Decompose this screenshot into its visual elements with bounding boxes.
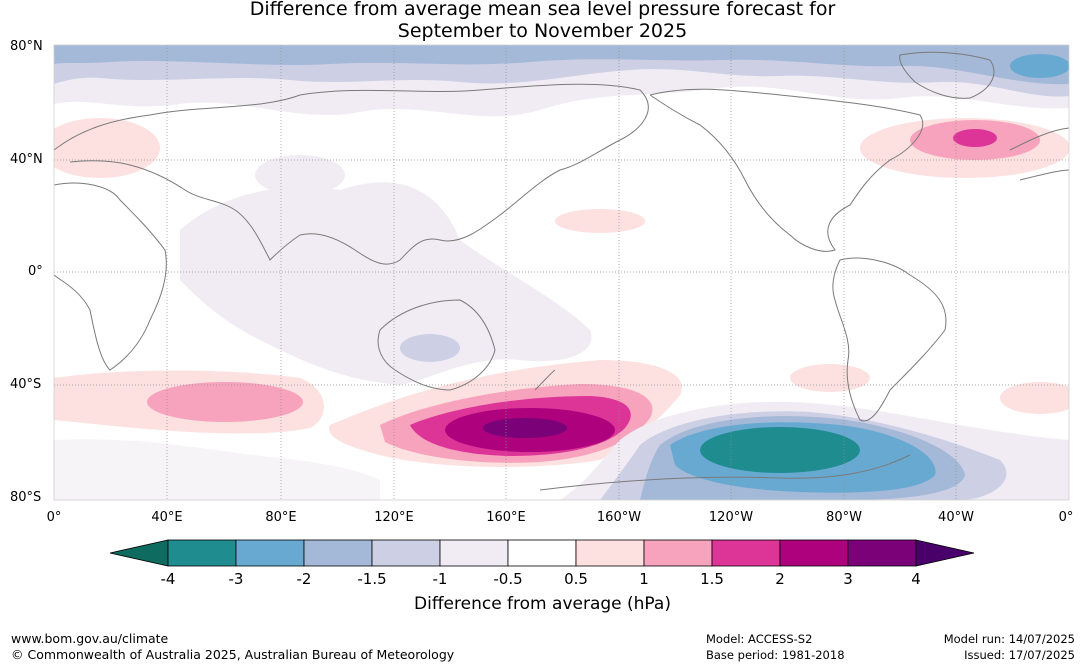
colorbar-title: Difference from average (hPa) bbox=[414, 594, 671, 614]
colorbar-tick: 0.5 bbox=[564, 570, 588, 588]
lat-label-40n: 40°N bbox=[10, 152, 43, 167]
lat-label-equator: 0° bbox=[28, 264, 43, 279]
se-pacific-negative-core bbox=[700, 427, 860, 473]
colorbar-tick: 1 bbox=[639, 570, 649, 588]
colorbar-tick: -3 bbox=[228, 570, 244, 588]
colorbar-tick: 4 bbox=[911, 570, 921, 588]
south-america-coast bbox=[832, 257, 947, 422]
colorbar-segment bbox=[711, 539, 781, 567]
map-gridlines bbox=[54, 45, 1069, 500]
colorbar-segment bbox=[643, 539, 713, 567]
lon-label-80w: 80°W bbox=[826, 510, 862, 525]
colorbar-segment bbox=[575, 539, 645, 567]
colorbar-tick: 1.5 bbox=[700, 570, 724, 588]
north-atlantic-positive-core bbox=[953, 129, 997, 147]
footer-model: Model: ACCESS-S2 bbox=[706, 632, 813, 646]
lon-label-40w: 40°W bbox=[938, 510, 974, 525]
lon-label-120e: 120°E bbox=[374, 510, 414, 525]
lon-label-40e: 40°E bbox=[151, 510, 183, 525]
footer-model-run: Model run: 14/07/2025 bbox=[943, 632, 1075, 646]
greenland-coast bbox=[899, 51, 995, 99]
footer-url: www.bom.gov.au/climate bbox=[11, 631, 169, 646]
lat-label-80n: 80°N bbox=[10, 39, 43, 54]
lat-label-40s: 40°S bbox=[10, 377, 42, 392]
colorbar-tick: -2 bbox=[296, 570, 312, 588]
antarctica-coast bbox=[539, 454, 911, 491]
southern-pacific-positive-4 bbox=[483, 418, 567, 438]
australia-light-negative bbox=[400, 334, 460, 362]
colorbar-tick: -0.5 bbox=[493, 570, 523, 588]
lon-label-120w: 120°W bbox=[708, 510, 754, 525]
colorbar-segment bbox=[507, 539, 577, 567]
coastlines bbox=[54, 51, 1069, 491]
colorbar-tick: -4 bbox=[160, 570, 176, 588]
southern-indian-positive-core bbox=[147, 382, 303, 422]
footer-base-period: Base period: 1981-2018 bbox=[706, 648, 845, 662]
footer-issued: Issued: 17/07/2025 bbox=[964, 648, 1075, 662]
europe-coast bbox=[1009, 127, 1069, 181]
south-america-positive bbox=[790, 364, 870, 392]
colorbar bbox=[109, 539, 975, 567]
south-atlantic-positive bbox=[1000, 382, 1069, 414]
tropical-light-negative bbox=[180, 182, 592, 385]
lat-label-80s: 80°S bbox=[10, 490, 42, 505]
lon-label-160w: 160°W bbox=[596, 510, 642, 525]
colorbar-tick: -1 bbox=[432, 570, 448, 588]
lon-label-80e: 80°E bbox=[265, 510, 297, 525]
north-america-coast bbox=[649, 88, 924, 252]
australia-coast bbox=[377, 299, 496, 391]
lon-label-160e: 160°E bbox=[486, 510, 526, 525]
colorbar-segment bbox=[439, 539, 509, 567]
map-title-line2: September to November 2025 bbox=[397, 20, 688, 42]
arctic-anomaly-2 bbox=[54, 45, 1069, 85]
colorbar-segment bbox=[847, 539, 917, 567]
colorbar-tick: -1.5 bbox=[357, 570, 387, 588]
footer-copyright: © Commonwealth of Australia 2025, Austra… bbox=[11, 647, 455, 662]
map-title-line1: Difference from average mean sea level p… bbox=[249, 0, 836, 20]
lon-label-0-left: 0° bbox=[46, 510, 62, 525]
lon-label-0-right: 0° bbox=[1058, 510, 1074, 525]
north-pacific-positive bbox=[555, 209, 645, 233]
colorbar-tick: 2 bbox=[775, 570, 785, 588]
colorbar-tick: 3 bbox=[843, 570, 853, 588]
pressure-anomaly-field bbox=[54, 45, 1069, 500]
tibet-light-negative bbox=[255, 155, 345, 195]
colorbar-segment bbox=[235, 539, 305, 567]
europe-positive bbox=[54, 118, 160, 178]
arctic-anomaly-3 bbox=[1010, 54, 1069, 78]
new-zealand-coast bbox=[534, 369, 556, 391]
colorbar-under-arrow bbox=[109, 539, 169, 567]
eurasia-coast bbox=[54, 83, 649, 265]
colorbar-over-arrow bbox=[915, 539, 975, 567]
colorbar-segment bbox=[167, 539, 237, 567]
antarctic-light-negative bbox=[54, 439, 380, 500]
colorbar-segment bbox=[779, 539, 849, 567]
africa-coast bbox=[54, 182, 167, 371]
colorbar-segment bbox=[371, 539, 441, 567]
colorbar-segment bbox=[303, 539, 373, 567]
